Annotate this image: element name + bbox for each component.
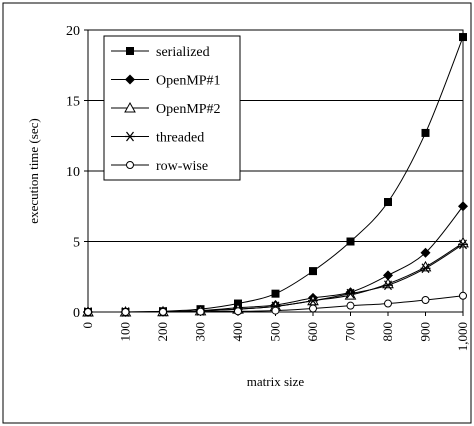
x-tick-label: 600	[305, 322, 320, 342]
data-point-openmp-1	[420, 247, 431, 258]
data-point-row-wise	[459, 291, 467, 300]
data-point-threaded	[345, 288, 356, 299]
legend-marker	[126, 161, 134, 169]
data-point-row-wise	[159, 307, 167, 316]
y-axis-label: execution time (sec)	[26, 118, 41, 223]
data-point-serialized	[271, 289, 280, 298]
marker-stroke	[346, 288, 355, 299]
series-row-wise	[84, 291, 467, 316]
y-axis-ticks: 0 5 10 15 20	[66, 24, 88, 321]
data-point-openmp-1	[458, 201, 468, 212]
y-tick-label: 15	[66, 95, 80, 110]
x-tick-label: 100	[118, 322, 133, 342]
data-point-row-wise	[384, 299, 392, 308]
data-point-row-wise	[121, 308, 130, 316]
legend-marker	[125, 131, 135, 142]
data-point-row-wise	[234, 307, 242, 316]
legend-item-openmp-1: OpenMP#1	[111, 74, 221, 89]
x-tick-label: 300	[193, 322, 208, 342]
legend: serialized OpenMP#1 OpenMP#2 threaded row-wi…	[103, 35, 241, 181]
marker-stroke	[126, 131, 134, 142]
marker-stroke	[384, 280, 392, 291]
x-tick-label: 0	[80, 322, 95, 329]
marker-stroke	[309, 295, 317, 306]
x-tick-label: 400	[230, 322, 245, 342]
legend-item-openmp-2: OpenMP#2	[111, 101, 221, 117]
x-tick-label: 900	[418, 322, 433, 342]
data-point-row-wise	[309, 304, 317, 313]
data-point-row-wise	[196, 307, 205, 316]
x-tick-label: 700	[343, 322, 358, 342]
legend-item-threaded: threaded	[111, 131, 204, 146]
x-tick-label: 200	[155, 322, 170, 342]
legend-marker	[125, 74, 135, 85]
y-tick-label: 20	[66, 24, 80, 39]
data-point-row-wise	[421, 296, 430, 305]
x-tick-label: 1,000	[455, 322, 470, 351]
data-point-row-wise	[271, 306, 280, 315]
data-point-serialized	[346, 237, 355, 246]
legend-label: OpenMP#2	[156, 102, 221, 117]
legend-item-row-wise: row-wise	[111, 159, 208, 174]
data-point-serialized	[384, 198, 392, 207]
data-point-openmp-1	[383, 270, 393, 281]
legend-marker	[124, 101, 136, 113]
legend-item-serialized: serialized	[111, 45, 210, 60]
marker-stroke	[459, 239, 467, 250]
x-tick-label: 800	[380, 322, 395, 342]
data-point-serialized	[309, 267, 317, 276]
legend-label: OpenMP#1	[156, 74, 221, 89]
series	[82, 33, 469, 317]
data-point-row-wise	[84, 308, 92, 316]
data-point-serialized	[421, 128, 430, 137]
marker-stroke	[421, 263, 430, 274]
data-point-threaded	[308, 295, 318, 306]
x-axis-label: matrix size	[247, 374, 305, 389]
data-point-row-wise	[346, 301, 355, 310]
data-point-threaded	[420, 263, 431, 274]
data-point-serialized	[459, 33, 467, 42]
legend-marker	[126, 47, 134, 55]
y-tick-label: 0	[73, 306, 80, 321]
x-axis-ticks: 0 100 200 300 400 500 600 700 800 900 1,000	[80, 312, 470, 351]
y-tick-label: 10	[66, 165, 80, 180]
legend-label: serialized	[156, 45, 210, 60]
data-point-threaded	[383, 280, 393, 291]
legend-label: row-wise	[156, 159, 208, 174]
data-point-threaded	[458, 239, 468, 250]
y-tick-label: 5	[73, 236, 80, 251]
x-tick-label: 500	[268, 322, 283, 342]
legend-label: threaded	[156, 131, 204, 146]
